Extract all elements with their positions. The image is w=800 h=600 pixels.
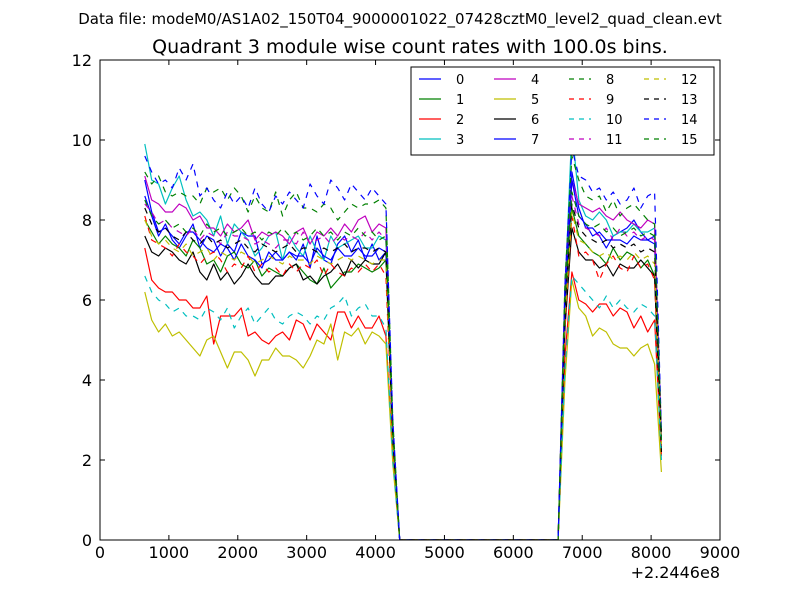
x-tick-label: 4000 [355,543,396,562]
figure-suptitle: Data file: modeM0/AS1A02_150T04_90000010… [78,10,722,29]
y-tick-label: 6 [82,291,92,310]
series-line-11 [144,195,662,540]
x-tick-label: 3000 [286,543,327,562]
series-line-10 [144,275,662,540]
legend-label-10: 10 [606,113,623,128]
legend-label-2: 2 [456,113,464,128]
series-line-14 [144,147,662,540]
x-tick-label: 1000 [149,543,190,562]
series-line-15 [144,191,662,540]
chart-title: Quadrant 3 module wise count rates with … [152,36,668,58]
series-line-4 [144,175,662,540]
legend-label-1: 1 [456,93,464,108]
x-tick-label: 5000 [424,543,465,562]
x-tick-label: 7000 [562,543,603,562]
series-layer [144,127,662,540]
legend-label-5: 5 [531,93,539,108]
series-line-7 [144,179,662,540]
series-line-8 [144,155,662,540]
y-tick-label: 10 [72,131,92,150]
y-tick-label: 0 [82,531,92,550]
axes: 0 1000 2000 3000 4000 5000 6000 7000 8000 9000 0 2 4… [72,51,741,562]
legend-label-14: 14 [681,113,698,128]
legend-label-0: 0 [456,73,464,88]
legend-label-9: 9 [606,93,614,108]
series-line-2 [144,247,662,540]
series-line-6 [144,227,662,540]
legend-label-7: 7 [531,133,539,148]
y-tick-label: 2 [82,451,92,470]
x-tick-label: 8000 [631,543,672,562]
x-tick-label: 6000 [493,543,534,562]
x-tick-label: 0 [95,543,105,562]
legend-box [410,66,715,156]
y-tick-label: 4 [82,371,92,390]
legend-label-11: 11 [606,133,623,148]
y-tick-label: 12 [72,51,92,70]
legend-label-6: 6 [531,113,539,128]
series-line-3 [144,127,662,540]
x-tick-label: 2000 [217,543,258,562]
x-axis-offset-label: +2.2446e8 [631,563,720,582]
legend-label-13: 13 [681,93,698,108]
legend-label-4: 4 [531,73,539,88]
legend-label-12: 12 [681,73,698,88]
x-tick-label: 9000 [700,543,741,562]
legend-label-8: 8 [606,73,614,88]
legend-label-3: 3 [456,133,464,148]
y-tick-label: 8 [82,211,92,230]
legend-label-15: 15 [681,133,698,148]
series-line-5 [144,279,662,540]
